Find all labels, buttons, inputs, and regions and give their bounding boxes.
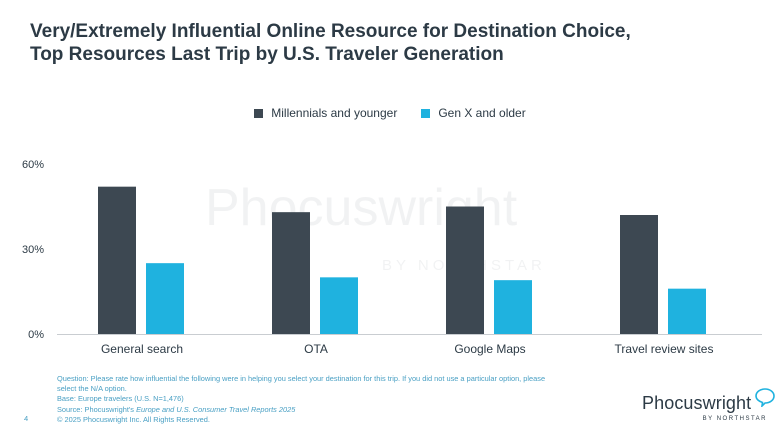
logo-sub: BY NORTHSTAR [702, 416, 767, 422]
footnote-base: Base: Europe travelers (U.S. N=1,476) [57, 394, 184, 404]
y-tick-labels: 0% 30% 60% [22, 159, 44, 341]
x-tick-label: General search [101, 342, 183, 356]
chart-legend: Millennials and younger Gen X and older [0, 106, 780, 120]
footnote-question-1: Question: Please rate how influential th… [57, 374, 546, 383]
legend-label-series-1: Millennials and younger [271, 106, 398, 120]
footnote-source-title: Europe and U.S. Consumer Travel Reports … [136, 404, 296, 414]
page-number: 4 [24, 414, 29, 423]
title-line-1: Very/Extremely Influential Online Resour… [30, 21, 631, 42]
bar-millennials-ota [272, 212, 310, 334]
y-tick-label: 30% [22, 244, 44, 256]
x-tick-labels: General search OTA Google Maps Travel revie… [101, 342, 713, 356]
legend-swatch-series-2 [421, 108, 431, 118]
y-tick-label: 0% [28, 329, 44, 341]
x-tick-label: Travel review sites [615, 342, 714, 356]
brand-logo: Phocuswright BY NORTHSTAR [642, 388, 775, 429]
bar-millennials-travel-review-sites [620, 215, 658, 334]
legend-item-series-1: Millennials and younger [254, 106, 397, 120]
legend-swatch-series-1 [254, 108, 264, 118]
footnote-question-2: select the N/A option. [57, 384, 127, 394]
bar-millennials-google-maps [446, 206, 484, 334]
y-tick-label: 60% [22, 159, 44, 171]
legend-label-series-2: Gen X and older [438, 106, 526, 120]
bar-genx-travel-review-sites [668, 288, 706, 334]
footnote-copyright: © 2025 Phocuswright Inc. All Rights Rese… [57, 414, 210, 424]
speech-bubble-icon [755, 388, 775, 407]
footnote: Question: Please rate how influential th… [57, 374, 627, 425]
bar-genx-ota [320, 277, 358, 334]
title-line-2: Top Resources Last Trip by U.S. Traveler… [30, 44, 504, 65]
watermark: Phocuswright BY NORTHSTAR [205, 179, 542, 274]
footnote-source: Source: Phocuswright's Europe and U.S. C… [57, 405, 627, 415]
logo-brand: Phocuswright [642, 393, 752, 413]
x-tick-label: Google Maps [454, 342, 525, 356]
footnote-source-prefix: Source: Phocuswright's [57, 404, 137, 414]
bar-genx-google-maps [494, 280, 532, 334]
x-tick-label: OTA [304, 342, 328, 356]
bar-chart: Phocuswright BY NORTHSTAR 0% 30% 60% Gener… [22, 159, 762, 356]
bars [98, 186, 706, 334]
legend-item-series-2: Gen X and older [421, 106, 526, 120]
bar-genx-general-search [146, 263, 184, 334]
chart-title: Very/Extremely Influential Online Resour… [30, 20, 730, 66]
bar-millennials-general-search [98, 186, 136, 334]
